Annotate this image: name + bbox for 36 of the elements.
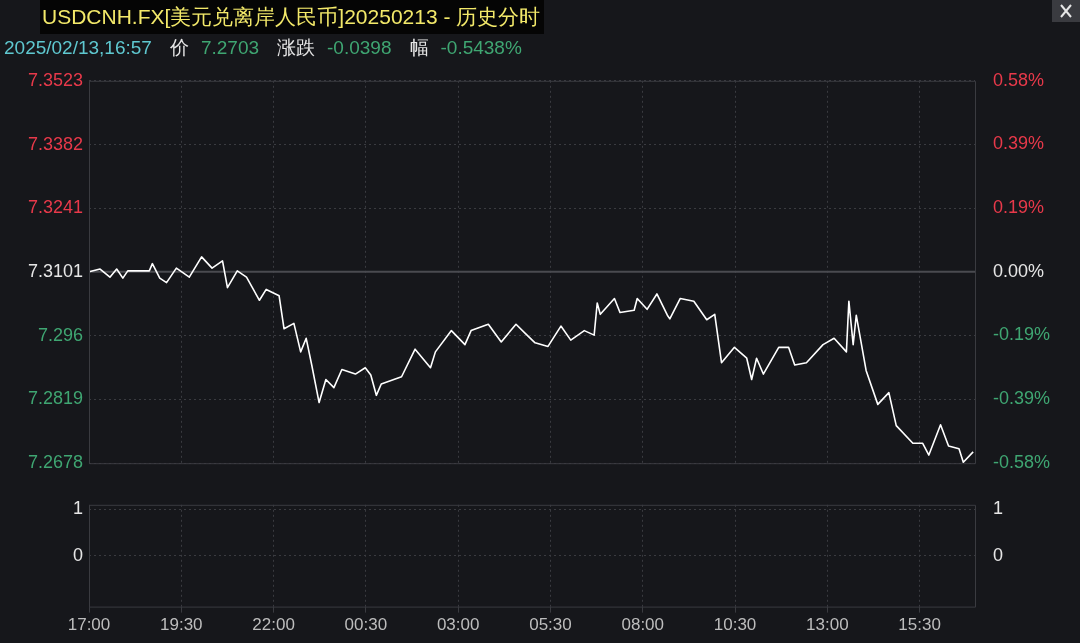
text: 涨跌	[277, 37, 316, 58]
y-tick-label: 7.3382	[27, 133, 83, 154]
x-tick-label: 03:00	[436, 615, 480, 635]
y-tick-label: 7.3241	[27, 197, 83, 218]
x-tick-label: 22:00	[252, 615, 295, 635]
chart-title: USDCNH.FX[美元兑离岸人民币]20250213 - 历史分时	[40, 0, 545, 34]
x-tick-label: 13:00	[806, 615, 849, 635]
text: 幅	[409, 37, 429, 58]
y-tick-label: 7.3523	[27, 69, 83, 90]
y2-tick-label: -0.58%	[993, 452, 1051, 473]
y2-tick-label: -0.39%	[993, 388, 1051, 409]
x-tick-label: 05:30	[529, 615, 572, 635]
x-tick-label: 00:30	[344, 615, 388, 635]
text: 7.2703	[200, 37, 260, 58]
y2-tick-label: 0.58%	[993, 69, 1045, 90]
y2-tick-label: 1	[993, 498, 1004, 519]
chart-subtitle: 2025/02/13,16:57	[4, 37, 152, 58]
y2-tick-label: 0.39%	[993, 132, 1045, 153]
y-tick-label: 1	[72, 498, 83, 519]
y-tick-label: 7.296	[37, 324, 83, 345]
x-tick-label: 19:30	[160, 615, 203, 635]
y-tick-label: 7.3101	[27, 260, 83, 281]
x-tick-label: 17:00	[67, 615, 111, 635]
y-tick-label: 7.2678	[27, 452, 83, 473]
y2-tick-label: 0.00%	[993, 260, 1045, 281]
text: -0.5438%	[440, 37, 522, 58]
y-tick-label: 7.2819	[27, 388, 83, 409]
y2-tick-label: 0	[993, 544, 1004, 565]
y2-tick-label: -0.19%	[993, 324, 1051, 345]
x-tick-label: 15:30	[898, 615, 941, 635]
y-tick-label: 0	[72, 544, 83, 565]
y2-tick-label: 0.19%	[993, 197, 1045, 218]
text: -0.0398	[327, 37, 392, 58]
x-tick-label: 08:00	[621, 615, 665, 635]
text: 价	[169, 37, 189, 58]
x-tick-label: 10:30	[713, 615, 757, 635]
